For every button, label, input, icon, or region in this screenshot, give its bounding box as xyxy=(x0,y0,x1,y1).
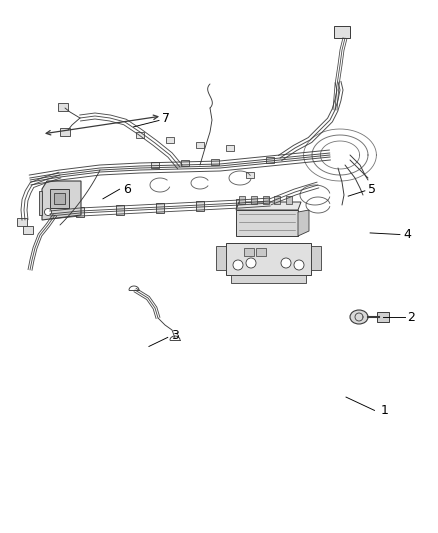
Bar xyxy=(50,189,69,208)
Polygon shape xyxy=(42,181,81,220)
Bar xyxy=(211,159,219,165)
Bar xyxy=(256,248,266,256)
Circle shape xyxy=(233,260,243,270)
Text: 5: 5 xyxy=(368,183,376,196)
Polygon shape xyxy=(226,243,311,275)
Circle shape xyxy=(294,260,304,270)
Bar xyxy=(236,199,244,209)
Polygon shape xyxy=(236,210,298,236)
Text: 2: 2 xyxy=(407,311,415,324)
Bar xyxy=(166,137,174,143)
Bar xyxy=(181,160,189,166)
Bar xyxy=(262,196,268,204)
Bar xyxy=(196,201,204,211)
Polygon shape xyxy=(216,246,226,270)
Text: 7: 7 xyxy=(162,112,170,125)
Bar xyxy=(239,196,245,204)
Bar xyxy=(286,196,292,204)
Polygon shape xyxy=(298,210,309,236)
Polygon shape xyxy=(39,191,42,215)
Bar xyxy=(136,132,144,138)
Bar xyxy=(23,226,33,234)
Bar xyxy=(76,207,84,217)
Circle shape xyxy=(246,258,256,268)
Bar xyxy=(251,196,257,204)
Polygon shape xyxy=(236,202,301,210)
Bar xyxy=(60,128,70,136)
Bar xyxy=(151,162,159,168)
Bar xyxy=(156,203,164,213)
Circle shape xyxy=(281,258,291,268)
Text: 4: 4 xyxy=(403,228,411,241)
Ellipse shape xyxy=(350,310,368,324)
Bar xyxy=(226,145,234,151)
Bar xyxy=(377,312,389,322)
Circle shape xyxy=(45,208,52,215)
Polygon shape xyxy=(231,275,306,283)
Bar xyxy=(244,248,254,256)
Bar xyxy=(274,196,280,204)
Text: 1: 1 xyxy=(381,404,389,417)
Text: 6: 6 xyxy=(123,183,131,196)
Text: 3: 3 xyxy=(171,329,179,342)
Bar xyxy=(266,157,274,163)
Bar xyxy=(54,193,65,204)
Bar xyxy=(196,142,204,148)
Bar xyxy=(116,205,124,215)
Bar xyxy=(334,26,350,38)
Bar xyxy=(58,103,68,111)
Polygon shape xyxy=(311,246,321,270)
Bar xyxy=(246,172,254,178)
Bar xyxy=(17,218,27,226)
